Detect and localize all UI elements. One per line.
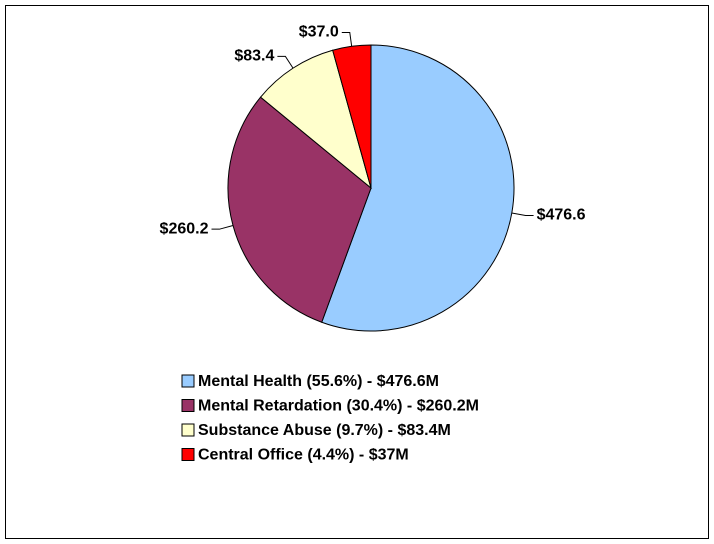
legend-swatch bbox=[181, 448, 195, 461]
leader-line bbox=[211, 225, 234, 230]
legend-label: Central Office (4.4%) - $37M bbox=[198, 447, 409, 464]
data-label: $83.4 bbox=[234, 48, 274, 65]
legend-label: Mental Health (55.6%) - $476.6M bbox=[198, 373, 439, 390]
leader-line bbox=[511, 212, 534, 216]
pie-slice bbox=[321, 44, 515, 332]
legend-swatch bbox=[181, 423, 195, 437]
legend-label: Substance Abuse (9.7%) - $83.4M bbox=[198, 422, 451, 439]
legend-label: Mental Retardation (30.4%) - $260.2M bbox=[198, 398, 479, 415]
data-label: $260.2 bbox=[160, 220, 209, 237]
data-label: $37.0 bbox=[299, 24, 339, 41]
pie-slice bbox=[259, 49, 372, 190]
data-label: $476.6 bbox=[537, 207, 586, 224]
legend-swatch bbox=[181, 399, 195, 412]
leader-line bbox=[341, 31, 353, 47]
leader-line bbox=[277, 55, 294, 69]
legend-swatch bbox=[181, 374, 195, 388]
